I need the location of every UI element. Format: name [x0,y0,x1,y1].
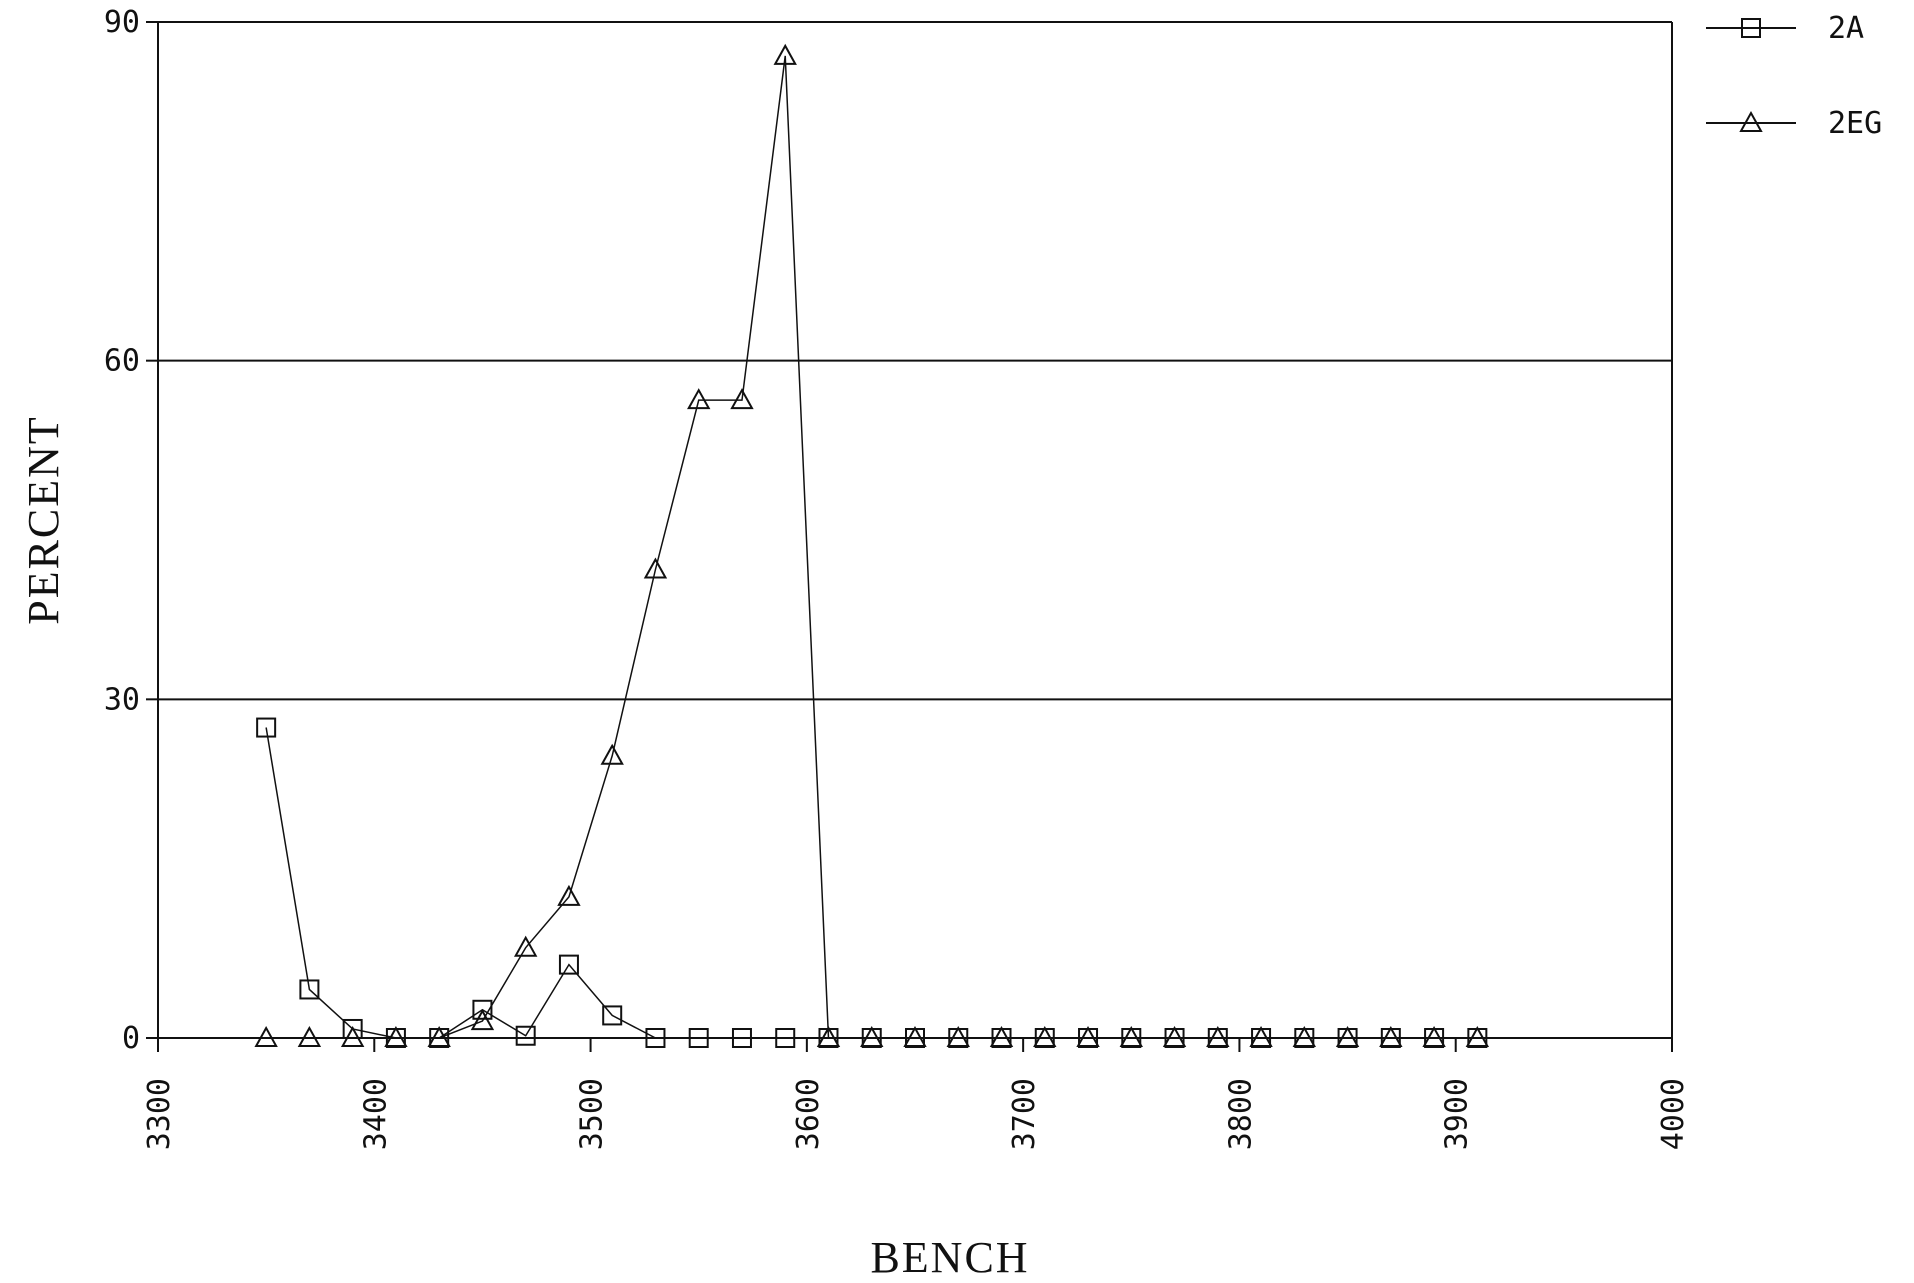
point-2EG-3690 [989,1025,1014,1047]
point-2EG-3790 [1206,1025,1230,1047]
series-line-2EG [266,55,1478,1039]
point-2EG-3570 [730,388,754,410]
y-tick-label-60: 60 [104,344,140,379]
gridlines [158,359,1672,701]
x-tick-label-3900: 3900 [1440,1078,1475,1150]
point-2EG-3630 [860,1025,884,1047]
point-2A-3450 [472,999,493,1020]
x-tick-label-3800: 3800 [1223,1078,1258,1150]
point-2EG-3710 [1033,1025,1057,1047]
point-2EG-3390 [340,1025,365,1047]
point-2EG-3670 [946,1025,970,1047]
point-2EG-3490 [557,884,581,906]
y-tick-label-90: 90 [104,5,140,40]
point-2EG-3470 [513,935,538,957]
y-tick-label-0: 0 [122,1021,140,1056]
point-2EG-3770 [1162,1025,1187,1047]
point-2EG-3810 [1249,1025,1273,1047]
point-2A-3370 [299,979,320,1000]
point-2A-3550 [688,1028,709,1048]
tick-labels: 0 30 60 90 3300 3400 3500 3600 3700 3800 3900 4000 [104,5,1691,1150]
point-2A-3510 [602,1005,623,1026]
x-tick-label-4000: 4000 [1656,1078,1691,1150]
x-axis-title: BENCH [870,1233,1029,1282]
point-2EG-3850 [1335,1025,1360,1047]
legend-label-2A: 2A [1828,11,1864,46]
point-2A-3350 [256,717,277,738]
series-line-2A [265,727,1478,1039]
point-2A-3590 [775,1028,796,1048]
legend-item-2A: 2A [1706,11,1864,46]
point-2EG-3830 [1292,1025,1317,1047]
series-2A [256,717,1488,1048]
x-tick-label-3600: 3600 [791,1078,826,1150]
y-tick-label-30: 30 [104,682,140,717]
point-2EG-3510 [600,743,624,765]
point-2A-3530 [645,1028,666,1048]
series [254,43,1490,1048]
x-tick-label-3500: 3500 [575,1078,610,1150]
point-2EG-3430 [427,1025,451,1047]
x-tick-label-3400: 3400 [358,1078,393,1150]
point-2EG-3750 [1119,1025,1143,1047]
point-2EG-3890 [1422,1025,1446,1047]
point-2EG-3550 [687,388,711,410]
y-axis-title: PERCENT [19,415,68,625]
point-2EG-3650 [903,1025,927,1047]
point-2EG-3530 [643,557,668,579]
legend-marker-2A [1741,18,1761,38]
point-2EG-3370 [297,1025,322,1047]
legend-label-2EG: 2EG [1828,106,1882,141]
point-2A-3570 [731,1028,752,1048]
axes [146,21,1673,1052]
point-2EG-3410 [384,1025,408,1047]
point-2EG-3450 [470,1009,495,1031]
point-2A-3470 [515,1025,536,1046]
point-2A-3490 [558,954,579,975]
point-2EG-3610 [816,1025,841,1047]
point-2EG-3730 [1076,1025,1100,1047]
legend-marker-2EG [1739,110,1763,132]
x-tick-label-3300: 3300 [142,1078,177,1150]
x-tick-label-3700: 3700 [1007,1078,1042,1150]
legend: 2A 2EG [1706,11,1882,141]
point-2EG-3870 [1379,1025,1403,1047]
point-2EG-3910 [1465,1025,1490,1047]
point-2EG-3350 [254,1025,278,1047]
legend-item-2EG: 2EG [1706,106,1882,141]
point-2EG-3590 [773,43,797,65]
series-2EG [254,43,1490,1047]
